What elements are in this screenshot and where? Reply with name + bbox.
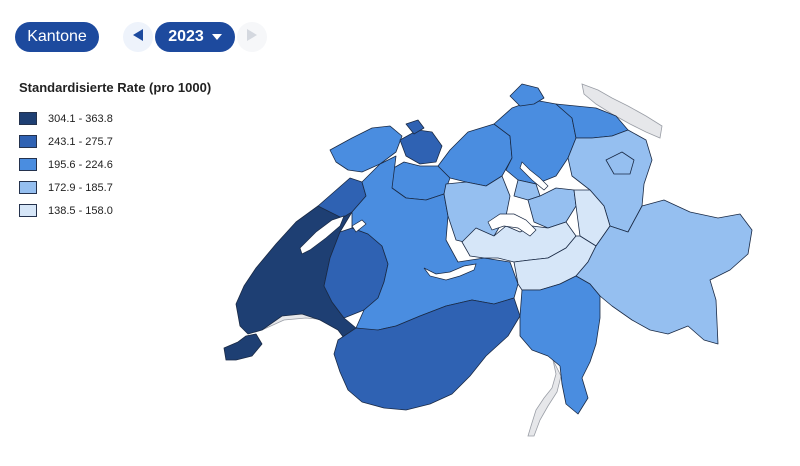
- region-level-button[interactable]: Kantone: [15, 22, 99, 52]
- legend-label: 243.1 - 275.7: [48, 135, 113, 148]
- legend-swatch: [19, 112, 37, 125]
- legend-item: 195.6 - 224.6: [19, 153, 211, 176]
- canton-valais[interactable]: [333, 297, 521, 411]
- canton-geneva[interactable]: [223, 333, 263, 361]
- triangle-right-icon: [246, 28, 258, 47]
- lake-lucerne: [487, 213, 537, 237]
- map-legend: Standardisierte Rate (pro 1000) 304.1 - …: [19, 80, 211, 222]
- canton-basel-landschaft[interactable]: [399, 129, 443, 165]
- canton-jura[interactable]: [329, 125, 403, 173]
- previous-year-button[interactable]: [123, 22, 153, 52]
- canton-schaffhausen[interactable]: [509, 83, 545, 107]
- legend-item: 304.1 - 363.8: [19, 107, 211, 130]
- canton-basel-stadt[interactable]: [405, 119, 425, 135]
- legend-title: Standardisierte Rate (pro 1000): [19, 80, 212, 95]
- legend-label: 172.9 - 185.7: [48, 181, 113, 194]
- legend-label: 195.6 - 224.6: [48, 158, 113, 171]
- year-select[interactable]: 2023: [155, 22, 235, 52]
- caret-down-icon: [211, 34, 222, 40]
- triangle-left-icon: [132, 28, 144, 47]
- lake-neuchatel: [299, 215, 345, 255]
- next-year-button[interactable]: [237, 22, 267, 52]
- canton-ticino[interactable]: [519, 275, 601, 415]
- legend-swatch: [19, 181, 37, 194]
- lake-constance: [581, 83, 663, 139]
- legend-swatch: [19, 135, 37, 148]
- legend-swatch: [19, 158, 37, 171]
- lake-biel: [351, 219, 367, 233]
- legend-label: 138.5 - 158.0: [48, 204, 113, 217]
- legend-item: 138.5 - 158.0: [19, 199, 211, 222]
- legend-item: 243.1 - 275.7: [19, 130, 211, 153]
- legend-item: 172.9 - 185.7: [19, 176, 211, 199]
- canton-appenzell[interactable]: [605, 151, 635, 175]
- lake-maggiore: [527, 359, 562, 437]
- year-value: 2023: [168, 28, 204, 45]
- map-controls: Kantone 2023: [15, 22, 267, 52]
- legend-swatch: [19, 204, 37, 217]
- legend-label: 304.1 - 363.8: [48, 112, 113, 125]
- lake-zurich: [519, 161, 549, 191]
- lake-thun-brienz: [423, 263, 477, 281]
